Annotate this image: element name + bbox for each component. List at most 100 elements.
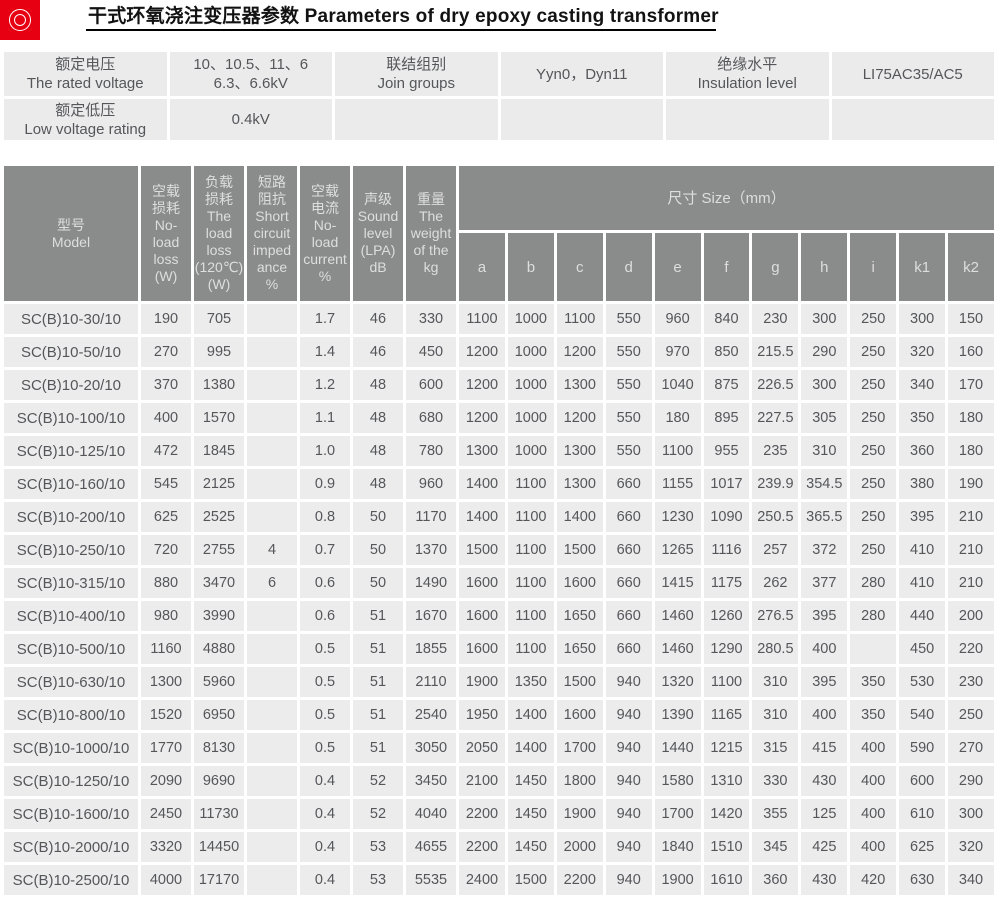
summary-cell: 额定电压 The rated voltage bbox=[4, 52, 167, 96]
value-cell: 660 bbox=[605, 568, 652, 598]
value-cell: 472 bbox=[141, 436, 191, 466]
value-cell: 6 bbox=[247, 568, 297, 598]
model-cell: SC(B)10-125/10 bbox=[4, 436, 138, 466]
table-row: SC(B)10-250/10 720 2755 4 0.7 50 1370 1500 1100 1… bbox=[4, 535, 994, 565]
value-cell: 48 bbox=[353, 403, 403, 433]
value-cell: 1900 bbox=[459, 667, 505, 697]
summary-cell: 0.4kV bbox=[169, 99, 332, 140]
value-cell: 2110 bbox=[406, 667, 456, 697]
value-cell: 1580 bbox=[654, 766, 701, 796]
value-cell: 290 bbox=[801, 337, 848, 367]
value-cell: 400 bbox=[850, 832, 897, 862]
value-cell: 940 bbox=[605, 667, 652, 697]
value-cell: 290 bbox=[948, 766, 994, 796]
value-cell: 1310 bbox=[703, 766, 750, 796]
value-cell: 250 bbox=[850, 502, 897, 532]
summary-cell: LI75AC35/AC5 bbox=[831, 52, 994, 96]
value-cell: 1400 bbox=[507, 700, 554, 730]
value-cell: 1450 bbox=[507, 766, 554, 796]
value-cell: 550 bbox=[605, 337, 652, 367]
column-header-param: 空载 损耗 No-load loss (W) bbox=[141, 166, 191, 301]
value-cell: 550 bbox=[605, 370, 652, 400]
page-title: 干式环氧浇注变压器参数 Parameters of dry epoxy cast… bbox=[88, 6, 719, 27]
value-cell: 940 bbox=[605, 733, 652, 763]
value-cell: 239.9 bbox=[752, 469, 799, 499]
value-cell: 5535 bbox=[406, 865, 456, 895]
value-cell: 940 bbox=[605, 832, 652, 862]
inner-ring-icon bbox=[14, 14, 26, 26]
value-cell: 1450 bbox=[507, 832, 554, 862]
value-cell bbox=[247, 502, 297, 532]
value-cell: 1200 bbox=[459, 370, 505, 400]
column-header-param: 声级 Sound level (LPA) dB bbox=[353, 166, 403, 301]
table-row: SC(B)10-200/10 625 2525 0.8 50 1170 1400 1100 14… bbox=[4, 502, 994, 532]
column-header-param: 短路 阻抗 Short circuit imped ance% bbox=[247, 166, 297, 301]
value-cell: 2125 bbox=[194, 469, 244, 499]
spec-summary-body: 额定电压 The rated voltage 10、10.5、11、6 6.3、6.6… bbox=[4, 52, 994, 140]
value-cell: 3450 bbox=[406, 766, 456, 796]
value-cell: 1650 bbox=[556, 601, 603, 631]
brand-badge bbox=[0, 0, 40, 40]
value-cell: 0.4 bbox=[300, 832, 350, 862]
summary-cell bbox=[335, 99, 498, 140]
value-cell bbox=[247, 601, 297, 631]
value-cell: 1900 bbox=[556, 799, 603, 829]
double-ring-seal-icon bbox=[9, 9, 31, 31]
value-cell: 660 bbox=[605, 634, 652, 664]
value-cell: 46 bbox=[353, 304, 403, 334]
spec-summary-table: 额定电压 The rated voltage 10、10.5、11、6 6.3、6.6… bbox=[1, 49, 997, 143]
value-cell: 190 bbox=[948, 469, 994, 499]
value-cell: 1090 bbox=[703, 502, 750, 532]
value-cell: 1600 bbox=[459, 634, 505, 664]
value-cell: 360 bbox=[752, 865, 799, 895]
value-cell: 625 bbox=[899, 832, 946, 862]
value-cell: 0.6 bbox=[300, 568, 350, 598]
column-header-model: 型号 Model bbox=[4, 166, 138, 301]
value-cell: 1100 bbox=[507, 601, 554, 631]
value-cell: 1000 bbox=[507, 436, 554, 466]
value-cell: 300 bbox=[899, 304, 946, 334]
column-header-size: f bbox=[703, 233, 750, 301]
column-header-size: b bbox=[507, 233, 554, 301]
value-cell: 1100 bbox=[459, 304, 505, 334]
value-cell bbox=[247, 634, 297, 664]
value-cell: 1520 bbox=[141, 700, 191, 730]
value-cell: 610 bbox=[899, 799, 946, 829]
value-cell: 430 bbox=[801, 865, 848, 895]
column-header-size-group: 尺寸 Size（mm） bbox=[459, 166, 994, 230]
value-cell: 2755 bbox=[194, 535, 244, 565]
value-cell: 0.5 bbox=[300, 667, 350, 697]
value-cell: 1200 bbox=[556, 403, 603, 433]
header-row-top: 型号 Model 空载 损耗 No-load loss (W) 负载 损耗 The load loss… bbox=[4, 166, 994, 301]
value-cell: 51 bbox=[353, 700, 403, 730]
summary-cell: 联结组别 Join groups bbox=[335, 52, 498, 96]
value-cell: 1100 bbox=[703, 667, 750, 697]
value-cell: 3990 bbox=[194, 601, 244, 631]
value-cell: 250 bbox=[850, 370, 897, 400]
value-cell: 625 bbox=[141, 502, 191, 532]
value-cell: 600 bbox=[406, 370, 456, 400]
value-cell: 880 bbox=[141, 568, 191, 598]
column-header-size: a bbox=[459, 233, 505, 301]
value-cell: 1.1 bbox=[300, 403, 350, 433]
value-cell: 540 bbox=[899, 700, 946, 730]
value-cell: 705 bbox=[194, 304, 244, 334]
value-cell: 1400 bbox=[556, 502, 603, 532]
value-cell: 0.6 bbox=[300, 601, 350, 631]
value-cell: 1175 bbox=[703, 568, 750, 598]
value-cell: 345 bbox=[752, 832, 799, 862]
value-cell: 210 bbox=[948, 502, 994, 532]
value-cell: 250 bbox=[850, 304, 897, 334]
table-row: SC(B)10-2500/10 4000 17170 0.4 53 5535 2400 150… bbox=[4, 865, 994, 895]
value-cell: 215.5 bbox=[752, 337, 799, 367]
value-cell: 660 bbox=[605, 601, 652, 631]
value-cell: 2200 bbox=[459, 832, 505, 862]
value-cell: 350 bbox=[899, 403, 946, 433]
model-cell: SC(B)10-800/10 bbox=[4, 700, 138, 730]
value-cell: 395 bbox=[801, 601, 848, 631]
value-cell: 940 bbox=[605, 700, 652, 730]
value-cell: 280.5 bbox=[752, 634, 799, 664]
value-cell: 230 bbox=[752, 304, 799, 334]
value-cell bbox=[247, 667, 297, 697]
value-cell: 410 bbox=[899, 535, 946, 565]
